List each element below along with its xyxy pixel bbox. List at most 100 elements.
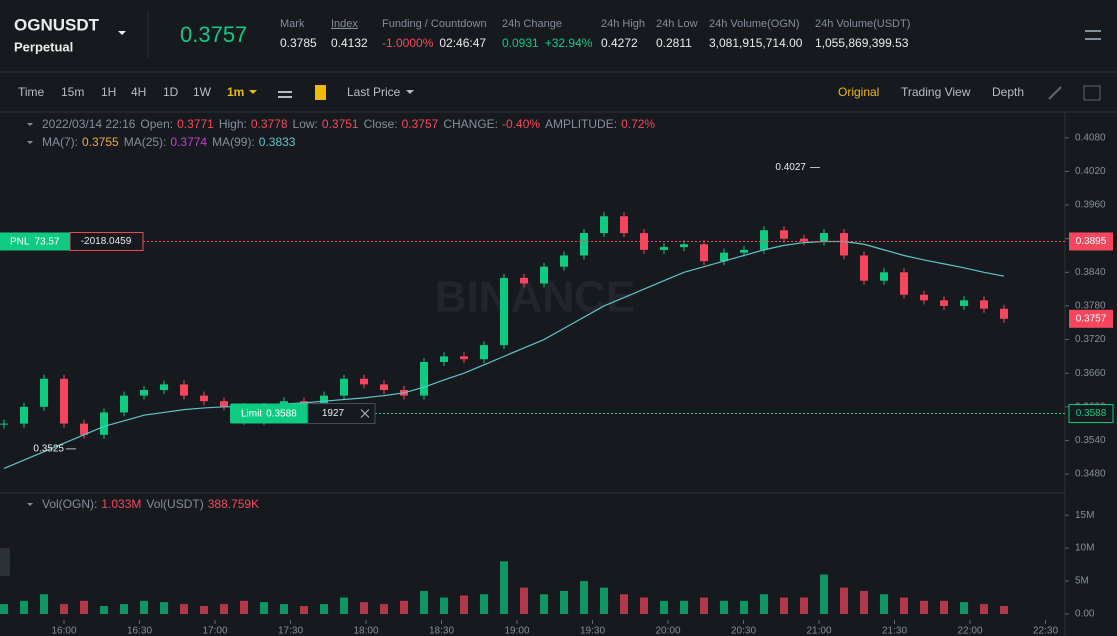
legend-value: 0.3755 xyxy=(82,135,119,149)
pnl-label: PNL xyxy=(10,236,30,247)
volume-bar xyxy=(860,590,868,614)
interval[interactable]: 15m xyxy=(61,85,84,99)
legend-line: 2022/03/14 22:16 Open: 0.3771 High: 0.3778 Lo… xyxy=(42,117,655,131)
candle xyxy=(480,345,488,360)
time-label: 16:00 xyxy=(51,626,76,636)
volume-bar xyxy=(720,600,728,614)
volume-bar xyxy=(140,600,148,614)
stat-value: -1.0000% 02:46:47 xyxy=(382,36,486,50)
volume-bar xyxy=(900,597,908,614)
volume-bar xyxy=(840,587,848,614)
candle xyxy=(580,233,588,256)
volume-bar xyxy=(120,604,128,614)
price-tick-label: 0.4020 xyxy=(1075,166,1106,177)
order-cancel[interactable] xyxy=(360,409,370,418)
volume-bar xyxy=(0,604,8,614)
candle xyxy=(220,401,228,407)
symbol-dropdown[interactable] xyxy=(118,31,126,35)
candle xyxy=(140,389,148,396)
stat-label: Mark xyxy=(280,18,305,30)
candle xyxy=(420,361,428,396)
high-marker: 0.4027 xyxy=(775,162,806,173)
volume-bar xyxy=(320,604,328,614)
legend-label: CHANGE: xyxy=(443,117,498,131)
legend-value: 0.3757 xyxy=(402,117,439,131)
legend-label: Open: xyxy=(140,117,173,131)
price-tick-label: 0.3540 xyxy=(1075,435,1106,446)
volume-tick-label: 10M xyxy=(1075,543,1094,554)
candle xyxy=(40,378,48,407)
qty-box xyxy=(307,403,376,425)
order: Limit 0.3588 xyxy=(241,408,297,419)
collapse-tab[interactable] xyxy=(0,548,10,576)
pnl: PNL 73.57 xyxy=(10,236,60,247)
candle xyxy=(760,230,768,250)
fullscreen-icon[interactable] xyxy=(1048,86,1062,100)
legend-value: 388.759K xyxy=(208,497,259,511)
price-tick-label: 0.3960 xyxy=(1075,200,1106,211)
price-tick-label: 0.3720 xyxy=(1075,334,1106,345)
chart-type-icon[interactable] xyxy=(315,85,326,100)
candle xyxy=(780,230,788,239)
stat-value-part: 02:46:47 xyxy=(439,36,486,50)
ma99-line xyxy=(3,240,1005,470)
volume-bar xyxy=(440,597,448,614)
candle xyxy=(200,395,208,402)
candle xyxy=(880,272,888,281)
stat-value-part: 0.2811 xyxy=(656,36,692,50)
volume-bar xyxy=(200,606,208,614)
view-tab[interactable]: Original xyxy=(838,85,879,99)
interval[interactable]: 1D xyxy=(163,85,179,99)
settings-icon[interactable] xyxy=(1085,30,1101,40)
price-tick-label: 0.3480 xyxy=(1075,469,1106,480)
stat-value: 0.4272 xyxy=(601,36,638,50)
candle xyxy=(0,423,8,425)
candle xyxy=(120,395,128,413)
pnl-value: 73.57 xyxy=(34,236,59,247)
volume-bar xyxy=(480,594,488,614)
symbol[interactable]: OGNUSDT xyxy=(14,15,100,34)
view-tab[interactable]: Depth xyxy=(992,85,1024,99)
stat-label: 24h Volume(OGN) xyxy=(709,18,799,30)
candle xyxy=(100,412,108,435)
legend-label: Close: xyxy=(364,117,398,131)
candle xyxy=(960,300,968,306)
volume-bar xyxy=(500,561,508,614)
legend-label: AMPLITUDE: xyxy=(545,117,617,131)
stat-value: 0.2811 xyxy=(656,36,692,50)
stat-label: 24h High xyxy=(601,18,645,30)
legend-label: MA(99): xyxy=(212,135,255,149)
time-label: 19:00 xyxy=(504,626,529,636)
order-price-tag xyxy=(1068,404,1114,424)
volume-bar xyxy=(360,602,368,614)
stat-value-part: 0.4132 xyxy=(331,36,368,50)
interval-dropdown xyxy=(249,90,257,94)
candle xyxy=(20,406,28,424)
stat-label: Funding / Countdown xyxy=(382,18,487,30)
last-price: 0.3757 xyxy=(180,22,247,47)
indicator-icon[interactable] xyxy=(278,91,292,98)
volume-bar xyxy=(760,594,768,614)
stat-label: 24h Change xyxy=(502,18,562,30)
price-tick-label: 0.4080 xyxy=(1075,132,1106,143)
view-tab[interactable]: Trading View xyxy=(901,85,971,99)
low-marker: 0.3525 xyxy=(33,443,64,454)
volume-bar xyxy=(460,595,468,614)
volume-bar xyxy=(100,606,108,614)
price-type[interactable]: Last Price xyxy=(347,85,401,99)
candle xyxy=(560,255,568,267)
volume-bar xyxy=(780,597,788,614)
interval[interactable]: 4H xyxy=(131,85,146,99)
volume-bar xyxy=(800,597,808,614)
interval[interactable]: 1H xyxy=(101,85,116,99)
time-label: 17:30 xyxy=(278,626,303,636)
interval[interactable]: 1m xyxy=(227,85,244,99)
layout-icon[interactable] xyxy=(1083,85,1101,101)
interval[interactable]: Time xyxy=(18,85,45,99)
candle xyxy=(80,423,88,435)
candle xyxy=(900,272,908,295)
candle xyxy=(600,216,608,234)
candle xyxy=(620,216,628,234)
interval[interactable]: 1W xyxy=(193,85,212,99)
